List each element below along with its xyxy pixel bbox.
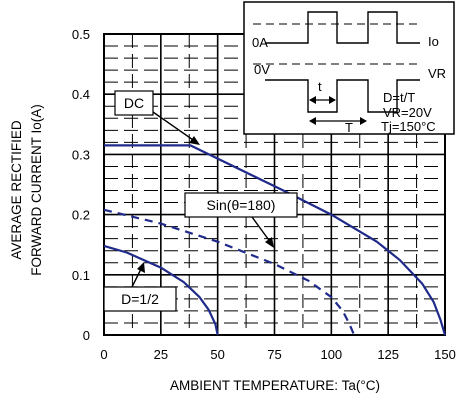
dc-pointer-arrow <box>152 111 197 143</box>
t-small-label: t <box>318 79 322 94</box>
t-arrow-left <box>309 96 316 104</box>
sin-annotation: Sin(θ=180) <box>184 192 298 248</box>
y-tick-label: 0.2 <box>72 208 90 223</box>
t-arrow-right <box>329 96 336 104</box>
d-label-box <box>103 286 177 312</box>
T-label: T <box>345 120 353 135</box>
x-tick-label: 25 <box>154 347 168 362</box>
x-axis-title: AMBIENT TEMPERATURE: Ta(°C) <box>170 378 380 393</box>
y-tick-label: 0 <box>83 328 90 343</box>
x-tick-label: 50 <box>210 347 224 362</box>
sin-pointer-arrow <box>251 216 272 244</box>
y-tick-label: 0.3 <box>72 147 90 162</box>
io-label: Io <box>428 34 439 49</box>
x-tick-label: 100 <box>320 347 342 362</box>
x-tick-label: 75 <box>267 347 281 362</box>
series-line-d-1-2 <box>103 244 219 336</box>
x-tick-label: 0 <box>100 347 107 362</box>
T-arrow-left <box>309 117 316 125</box>
zero-v-label: 0V <box>254 62 270 77</box>
series-group <box>103 144 447 336</box>
y-tick-label: 0.1 <box>72 268 90 283</box>
sin-arrowhead <box>265 237 274 248</box>
d-arrowhead <box>137 262 145 273</box>
sin-label-box <box>184 192 298 218</box>
tj-value-label: Tj=150°C <box>381 119 436 134</box>
y-axis-title-line2: FORWARD CURRENT Io(A) <box>29 104 44 276</box>
d-label: D=1/2 <box>121 291 159 307</box>
zero-a-label: 0A <box>252 35 268 50</box>
voltage-waveform <box>265 79 420 113</box>
y-axis-title-line1: AVERAGE RECTIFIED <box>9 120 24 260</box>
duty-label: D=t/T <box>383 90 415 105</box>
waveform-inset: Io 0A 0V VR t T D=t/T VR=20V Tj=150°C <box>243 1 455 135</box>
current-waveform <box>265 11 420 44</box>
series-line-dc <box>104 144 447 336</box>
dc-label-box <box>114 90 154 116</box>
T-arrow-right <box>360 117 367 125</box>
d-annotation: D=1/2 <box>103 262 177 312</box>
vr-label: VR <box>428 66 446 81</box>
dc-arrowhead <box>189 136 200 145</box>
x-tick-label: 125 <box>377 347 399 362</box>
y-tick-labels: 0 0.1 0.2 0.3 0.4 0.5 <box>72 27 90 343</box>
dc-annotation: DC <box>114 90 200 145</box>
sin-label: Sin(θ=180) <box>207 197 276 213</box>
dc-label: DC <box>124 95 144 111</box>
x-tick-label: 150 <box>434 347 456 362</box>
x-tick-labels: 0 25 50 75 100 125 150 <box>100 347 455 362</box>
y-tick-label: 0.4 <box>72 87 90 102</box>
series-line-sin-180 <box>103 208 356 336</box>
y-tick-label: 0.5 <box>72 27 90 42</box>
vr-value-label: VR=20V <box>383 105 432 120</box>
